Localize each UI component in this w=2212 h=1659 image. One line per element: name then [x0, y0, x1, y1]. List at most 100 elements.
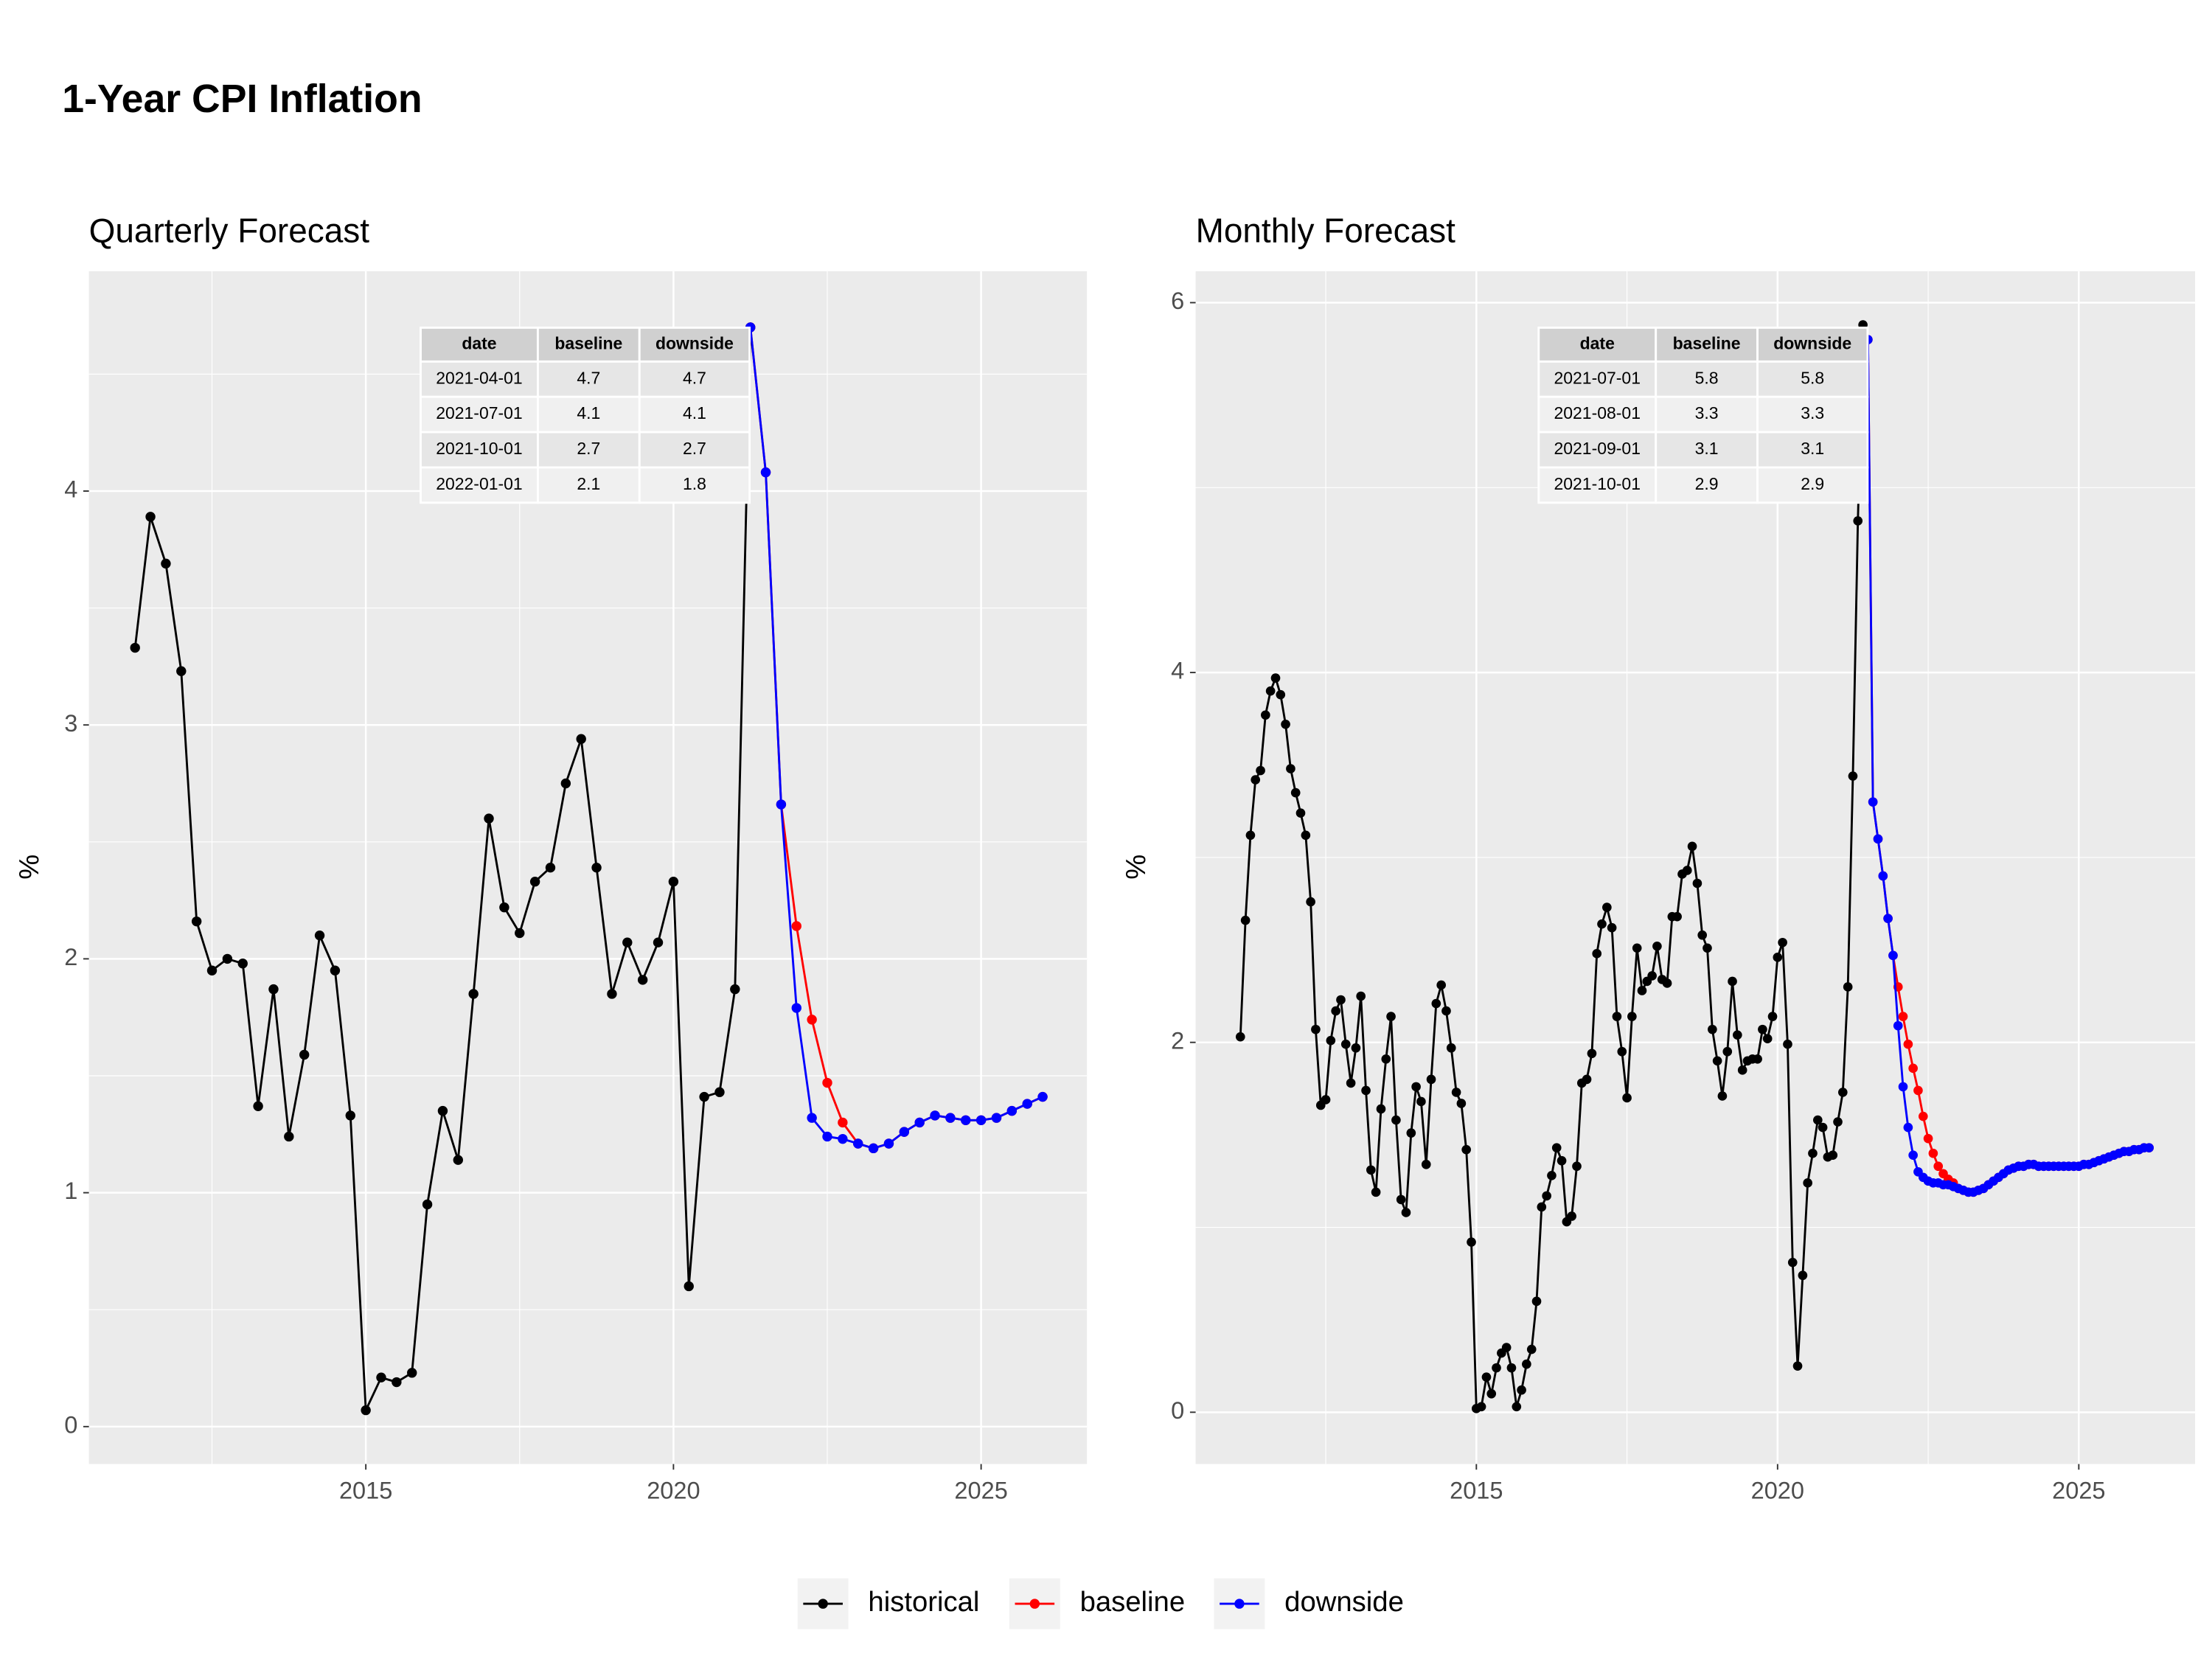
- data-point: [914, 1117, 925, 1128]
- data-point: [1717, 1091, 1728, 1101]
- data-point: [1647, 971, 1657, 981]
- data-point: [1582, 1074, 1592, 1085]
- data-point: [1692, 878, 1703, 888]
- legend-dot: [1234, 1599, 1245, 1609]
- data-point: [991, 1113, 1002, 1123]
- legend-label: baseline: [1080, 1586, 1186, 1618]
- data-point: [699, 1091, 709, 1102]
- data-point: [1411, 1082, 1421, 1092]
- data-point: [468, 989, 479, 999]
- data-point: [961, 1115, 971, 1125]
- table-cell-text: 2021-04-01: [436, 368, 523, 387]
- data-point: [1240, 915, 1251, 925]
- table-cell-text: 4.1: [577, 403, 600, 422]
- data-point: [176, 666, 187, 676]
- data-point: [1883, 914, 1893, 923]
- table-cell-text: 3.3: [1801, 403, 1824, 422]
- data-point: [1451, 1088, 1461, 1097]
- data-point: [1361, 1085, 1371, 1096]
- y-tick-label: 4: [1171, 658, 1184, 684]
- data-point: [1712, 1056, 1722, 1066]
- data-point: [1637, 986, 1647, 995]
- data-point: [237, 959, 248, 969]
- table-cell-text: 2.9: [1695, 474, 1719, 493]
- data-point: [1813, 1115, 1823, 1125]
- y-tick-label: 6: [1171, 288, 1184, 314]
- table-header-cell: [1756, 326, 1869, 363]
- data-point: [1837, 1088, 1848, 1097]
- table-cell-text: 4.7: [683, 368, 706, 387]
- data-point: [1853, 516, 1863, 526]
- data-point: [1245, 830, 1256, 841]
- table-cell-text: 2.1: [577, 474, 600, 493]
- data-point: [1526, 1344, 1537, 1354]
- data-point: [1627, 1012, 1637, 1021]
- data-point: [653, 937, 664, 947]
- data-point: [822, 1077, 832, 1088]
- data-point: [1340, 1039, 1351, 1049]
- data-point: [1295, 808, 1306, 818]
- figure-title: 1-Year CPI Inflation: [62, 77, 422, 121]
- data-point: [1697, 930, 1708, 940]
- data-point: [1617, 1046, 1627, 1057]
- table-cell-text: 2.7: [577, 439, 600, 458]
- data-point: [1798, 1270, 1808, 1281]
- data-point: [1261, 710, 1270, 720]
- data-point: [776, 799, 787, 810]
- data-point: [1722, 1046, 1733, 1057]
- data-point: [1476, 1402, 1486, 1412]
- table-cell-text: 2.7: [683, 439, 706, 458]
- data-point: [930, 1110, 940, 1121]
- data-point: [1607, 922, 1617, 933]
- data-point: [1773, 953, 1783, 962]
- data-point: [1265, 686, 1276, 696]
- x-tick-label: 2025: [954, 1477, 1007, 1503]
- data-point: [1421, 1159, 1431, 1169]
- data-point: [1531, 1296, 1542, 1307]
- x-tick-label: 2020: [647, 1477, 700, 1503]
- data-point: [1321, 1095, 1331, 1105]
- data-point: [1326, 1035, 1336, 1046]
- data-point: [361, 1405, 371, 1416]
- data-point: [853, 1138, 863, 1149]
- data-point: [975, 1115, 987, 1125]
- data-point: [1436, 980, 1446, 990]
- data-point: [1703, 943, 1712, 953]
- data-point: [1778, 937, 1787, 947]
- data-point: [1923, 1133, 1933, 1144]
- data-point: [299, 1049, 310, 1060]
- data-point: [1311, 1024, 1321, 1034]
- data-point: [1753, 1054, 1762, 1064]
- data-point: [1868, 797, 1878, 807]
- data-point: [1898, 1082, 1908, 1092]
- data-point: [1737, 1065, 1747, 1075]
- x-tick-label: 2025: [2052, 1477, 2105, 1503]
- data-point: [1037, 1091, 1048, 1102]
- table-cell-text: 3.3: [1695, 403, 1719, 422]
- legend-dot: [1029, 1599, 1040, 1609]
- table-cell-text: 5.8: [1801, 368, 1824, 387]
- y-tick-label: 2: [64, 944, 77, 970]
- data-point: [1456, 1099, 1467, 1108]
- data-point: [268, 984, 279, 995]
- data-point: [1587, 1048, 1597, 1059]
- data-point: [437, 1105, 448, 1116]
- data-table: date 2021-07-01 2021-08-01 2021-09-01 2021-1…: [1537, 326, 1869, 504]
- data-point: [1506, 1363, 1517, 1373]
- data-point: [1290, 787, 1301, 798]
- data-point: [1888, 950, 1898, 961]
- data-point: [1833, 1117, 1843, 1127]
- y-axis-label: %: [1120, 855, 1152, 880]
- data-point: [1682, 866, 1692, 875]
- x-tick-label: 2015: [1450, 1477, 1503, 1503]
- table-cell: [420, 431, 539, 469]
- data-point: [1426, 1074, 1436, 1085]
- table-cell-text: 1.8: [683, 474, 706, 493]
- legend-label: downside: [1284, 1586, 1404, 1618]
- data-point: [1557, 1155, 1567, 1166]
- table-cell-text: 3.1: [1695, 439, 1719, 458]
- data-point: [1933, 1161, 1944, 1172]
- data-point: [191, 916, 202, 927]
- data-point: [1376, 1104, 1386, 1114]
